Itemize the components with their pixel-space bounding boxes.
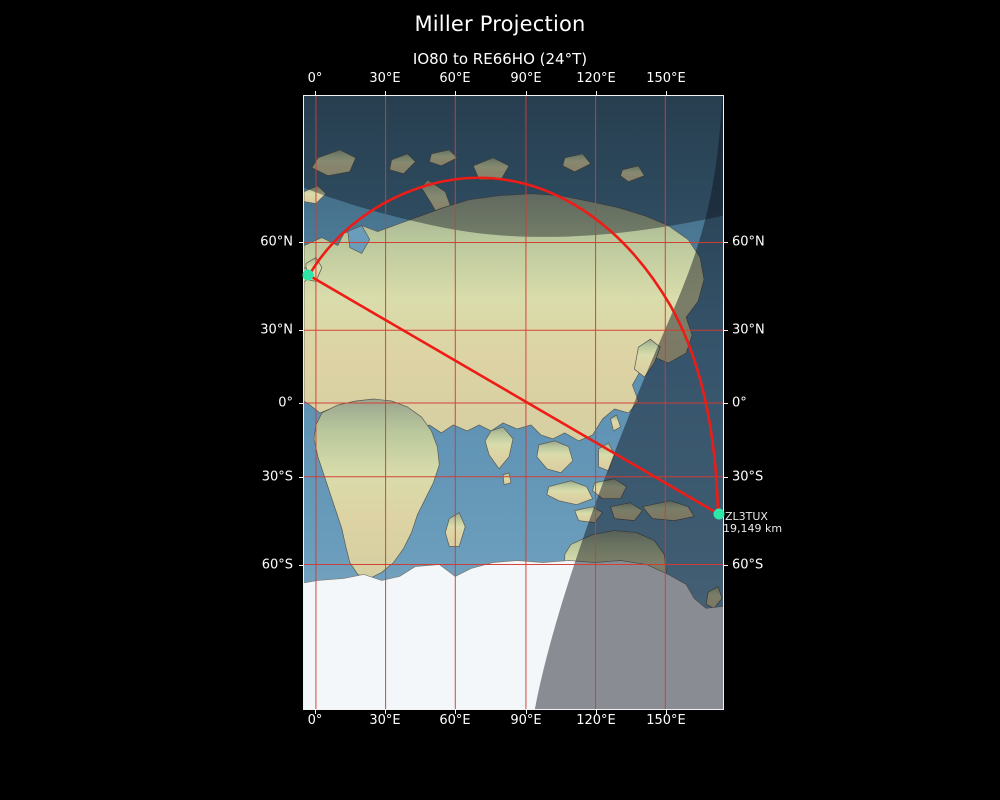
tickmark-lon-150E [666,91,667,95]
tickmark-lon-120E [596,91,597,95]
land-layer [304,149,723,709]
tickmark-lat-right-0 [724,403,728,404]
tickmark-lat-right-60N [724,242,728,243]
tickmark-lon-bottom-30E [385,710,386,714]
map-canvas[interactable] [304,96,723,709]
axis-label-top-lon-150E: 150°E [646,71,686,86]
axis-label-left-lat-30N: 30°N [260,322,293,338]
tickmark-lon-60E [455,91,456,95]
axis-label-bottom-lon-90E: 90°E [510,713,542,728]
tickmark-lon-0 [315,91,316,95]
axis-label-left-lat-60N: 60°N [260,234,293,250]
axis-label-right-lat-30S: 30°S [732,469,764,485]
map-svg [304,96,723,709]
great-circle-route [307,176,720,516]
axis-label-bottom-lon-60E: 60°E [439,713,471,728]
tickmark-lon-90E [526,91,527,95]
axis-label-left-lat-60S: 60°S [261,557,293,573]
tickmark-lat-0 [299,403,303,404]
tickmark-lat-right-30N [724,330,728,331]
axis-label-top-lon-30E: 30°E [369,71,401,86]
axis-label-right-lat-60S: 60°S [732,557,764,573]
axis-label-left-lat-0: 0° [278,395,293,411]
tickmark-lat-60N [299,242,303,243]
tickmark-lon-bottom-120E [596,710,597,714]
tickmark-lat-right-60S [724,565,728,566]
page-title: Miller Projection [414,12,586,36]
destination-callsign-label: ZL3TUX [725,510,768,523]
tickmark-lat-30N [299,330,303,331]
tickmark-lon-bottom-0 [315,710,316,714]
page-subtitle: IO80 to RE66HO (24°T) [412,50,588,68]
axis-label-right-lat-0: 0° [732,395,747,411]
axis-label-top-lon-0: 0° [307,71,323,86]
destination-distance-label: 19,149 km [723,522,783,535]
axis-label-bottom-lon-150E: 150°E [646,713,686,728]
axis-label-right-lat-30N: 30°N [732,322,765,338]
tickmark-lat-60S [299,565,303,566]
tickmark-lon-bottom-90E [526,710,527,714]
tickmark-lat-right-30S [724,477,728,478]
axis-label-bottom-lon-0: 0° [307,713,323,728]
tickmark-lat-30S [299,477,303,478]
map-viewport[interactable] [303,95,724,710]
axis-label-top-lon-120E: 120°E [576,71,616,86]
tickmark-lon-bottom-150E [666,710,667,714]
destination-marker[interactable] [713,508,725,520]
axis-label-left-lat-30S: 30°S [261,469,293,485]
axis-label-bottom-lon-30E: 30°E [369,713,401,728]
axis-label-top-lon-90E: 90°E [510,71,542,86]
axis-label-right-lat-60N: 60°N [732,234,765,250]
axis-label-top-lon-60E: 60°E [439,71,471,86]
origin-marker[interactable] [302,269,314,281]
map-layers [304,96,723,709]
axis-label-bottom-lon-120E: 120°E [576,713,616,728]
tickmark-lon-30E [385,91,386,95]
night-shade-top [304,96,723,237]
tickmark-lon-bottom-60E [455,710,456,714]
